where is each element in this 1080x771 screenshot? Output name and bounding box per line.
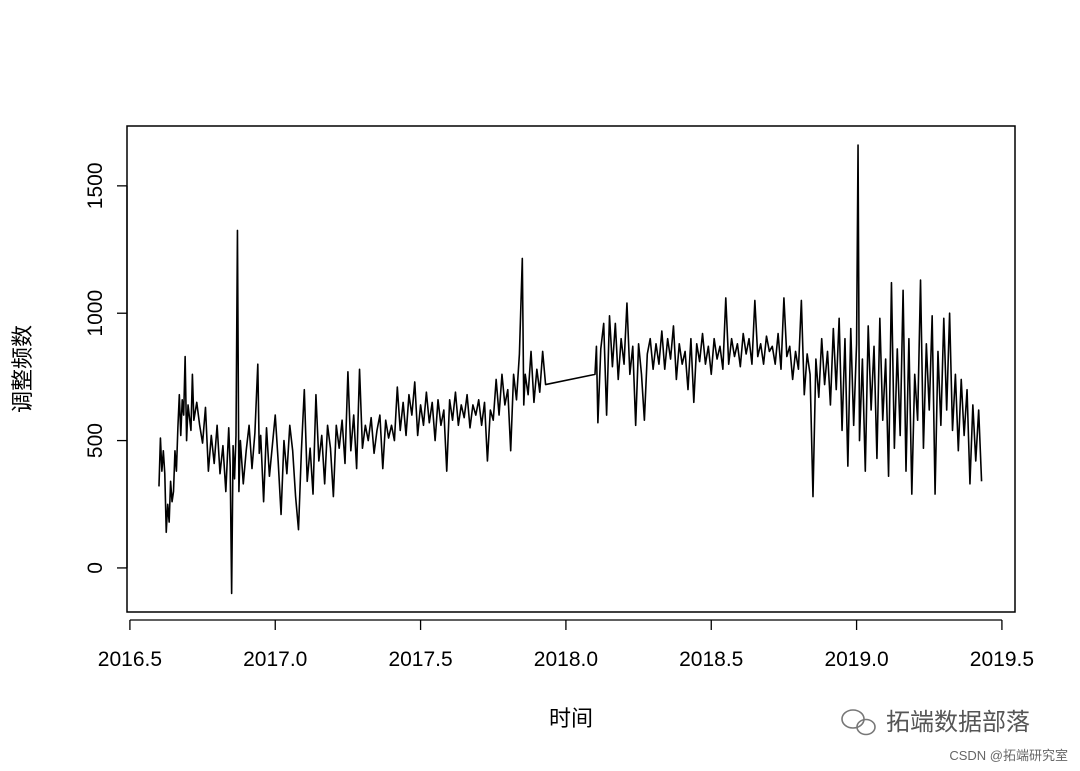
x-tick-label: 2016.5	[98, 648, 162, 671]
y-tick-label: 0	[84, 562, 107, 574]
x-tick-label: 2018.0	[534, 648, 598, 671]
y-tick-label: 1500	[84, 162, 107, 209]
x-tick-label: 2017.0	[243, 648, 307, 671]
y-tick-label: 1000	[84, 290, 107, 337]
x-tick-label: 2019.5	[970, 648, 1034, 671]
line	[158, 144, 983, 595]
y-tick-label: 500	[84, 423, 107, 458]
watermark-icon	[841, 709, 876, 736]
watermark: 拓端数据部落	[886, 709, 1030, 736]
x-tick-label: 2019.0	[824, 648, 888, 671]
x-tick-label: 2018.5	[679, 648, 743, 671]
x-tick-label: 2017.5	[388, 648, 452, 671]
y-axis-label: 调整频数	[11, 325, 36, 413]
credit: CSDN @拓端研究室	[949, 748, 1068, 763]
x-axis-label: 时间	[549, 707, 593, 732]
